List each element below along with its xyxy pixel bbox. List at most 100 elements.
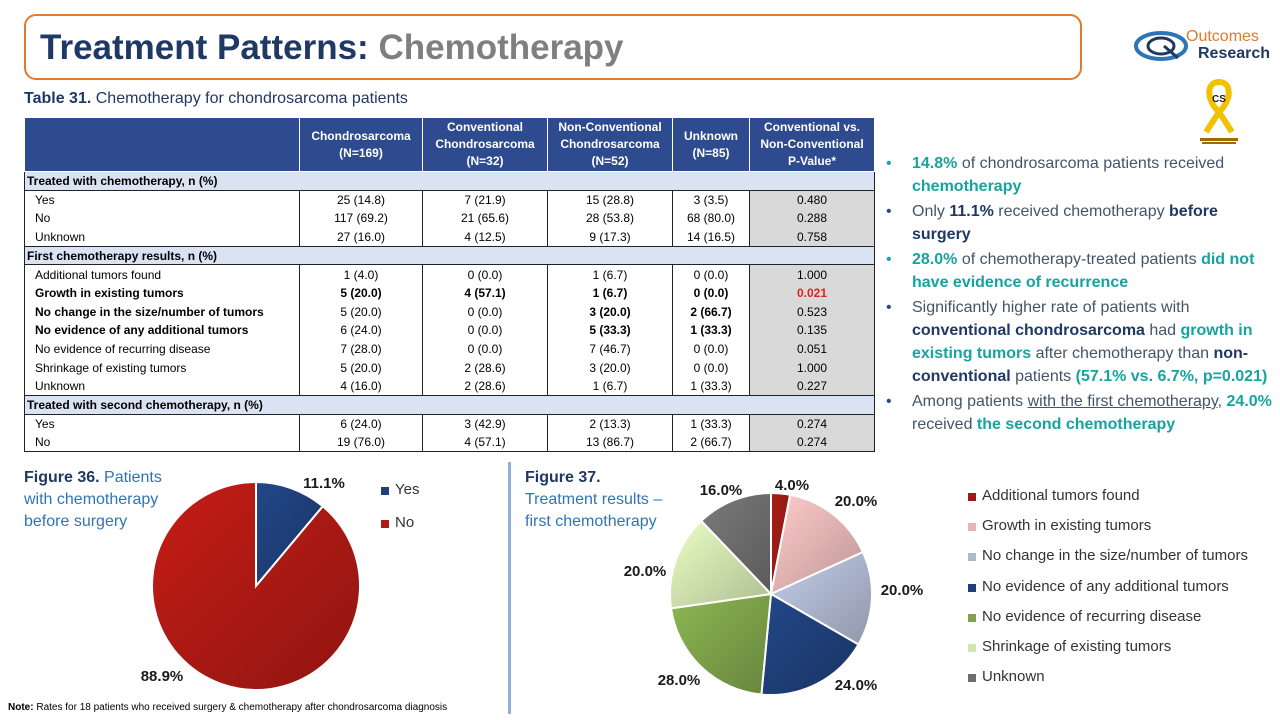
table-row: Growth in existing tumors 5 (20.0) 4 (57.1… bbox=[24, 283, 875, 303]
table-cell: 9 (17.3) bbox=[547, 227, 673, 247]
legend-label: No bbox=[395, 514, 415, 531]
row-label: No evidence of recurring disease bbox=[24, 339, 300, 359]
table-cell: 117 (69.2) bbox=[299, 208, 423, 228]
table-cell: 25 (14.8) bbox=[299, 190, 423, 209]
table-cell: 3 (3.5) bbox=[672, 190, 750, 209]
row-label: Additional tumors found bbox=[24, 264, 300, 284]
table-cell: 6 (24.0) bbox=[299, 321, 423, 340]
legend-label: No evidence of recurring disease bbox=[982, 607, 1202, 625]
table-cell: 0 (0.0) bbox=[672, 264, 750, 284]
page-title: Treatment Patterns: Chemotherapy bbox=[40, 28, 624, 68]
p-value-cell: 1.000 bbox=[749, 358, 875, 378]
table-cell: 7 (21.9) bbox=[422, 190, 548, 209]
table-cell: 68 (80.0) bbox=[672, 208, 750, 228]
table-section-row: Treated with second chemotherapy, n (%) bbox=[24, 395, 875, 415]
table-cell: 2 (13.3) bbox=[547, 414, 673, 434]
table-row: No change in the size/number of tumors 5 … bbox=[24, 302, 875, 321]
finding-bullet: 28.0% of chemotherapy-treated patients d… bbox=[880, 248, 1272, 294]
pie-data-label: 88.9% bbox=[141, 668, 184, 685]
legend-label: Growth in existing tumors bbox=[982, 517, 1152, 535]
pie-slice-shrinkage-of-existing-tumors bbox=[669, 519, 774, 610]
table-cell: 2 (28.6) bbox=[422, 358, 548, 378]
figure36-legend: Yes No bbox=[381, 481, 419, 547]
pie-slice-no-evidence-of-recurring-disease bbox=[669, 592, 773, 696]
table-row: Yes 25 (14.8) 7 (21.9) 15 (28.8) 3 (3.5) 0.48… bbox=[24, 190, 875, 209]
legend-swatch bbox=[381, 520, 389, 528]
legend-swatch bbox=[968, 493, 976, 501]
section-label: Treated with second chemotherapy, n (%) bbox=[24, 395, 875, 415]
table-cell: 3 (42.9) bbox=[422, 414, 548, 434]
table-cell: 2 (66.7) bbox=[672, 433, 750, 453]
logo-text-outcomes: Outcomes bbox=[1186, 28, 1259, 45]
table-section-row: Treated with chemotherapy, n (%) bbox=[24, 171, 875, 191]
row-label: Yes bbox=[24, 414, 300, 434]
table-cell: 5 (20.0) bbox=[299, 358, 423, 378]
legend-swatch bbox=[968, 553, 976, 562]
table-row: Yes 6 (24.0) 3 (42.9) 2 (13.3) 1 (33.3) 0.274 bbox=[24, 414, 875, 434]
footnote-label: Note: bbox=[8, 702, 34, 713]
p-value-cell: 0.021 bbox=[749, 283, 875, 303]
legend-item: No evidence of recurring disease bbox=[968, 608, 1248, 638]
table-cell: 7 (46.7) bbox=[547, 339, 673, 359]
table-cell: 1 (6.7) bbox=[547, 264, 673, 284]
table-header-row: Chondrosarcoma (N=169) Conventional Chondr… bbox=[24, 117, 875, 172]
p-value-cell: 0.288 bbox=[749, 208, 875, 228]
pie-data-label: 20.0% bbox=[624, 563, 667, 580]
table-cell: 1 (4.0) bbox=[299, 264, 423, 284]
p-value-cell: 0.758 bbox=[749, 227, 875, 247]
table-row: Additional tumors found 1 (4.0) 0 (0.0) 1 (… bbox=[24, 264, 875, 284]
figure37-text: Treatment results – first chemotherapy bbox=[525, 491, 663, 530]
title-banner: Treatment Patterns: Chemotherapy bbox=[24, 14, 1082, 80]
pie-data-label: 28.0% bbox=[658, 672, 701, 689]
table-cell: 28 (53.8) bbox=[547, 208, 673, 228]
legend-swatch bbox=[968, 613, 976, 622]
table-row: No 117 (69.2) 21 (65.6) 28 (53.8) 68 (80.0) 0… bbox=[24, 208, 875, 228]
legend-item: Growth in existing tumors bbox=[968, 517, 1248, 547]
table-cell: 15 (28.8) bbox=[547, 190, 673, 209]
pie-data-label: 20.0% bbox=[835, 493, 878, 510]
table-cell: 1 (6.7) bbox=[547, 283, 673, 303]
p-value-cell: 0.135 bbox=[749, 321, 875, 340]
row-label: Shrinkage of existing tumors bbox=[24, 358, 300, 378]
finding-bullet: Significantly higher rate of patients wi… bbox=[880, 296, 1272, 388]
pie-slice-unknown bbox=[699, 491, 772, 597]
section-label: First chemotherapy results, n (%) bbox=[24, 245, 875, 266]
pie-data-label: 11.1% bbox=[303, 475, 345, 492]
table-cell: 2 (28.6) bbox=[422, 377, 548, 396]
p-value-cell: 0.480 bbox=[749, 190, 875, 209]
table-cell: 21 (65.6) bbox=[422, 208, 548, 228]
table-cell: 3 (20.0) bbox=[547, 302, 673, 321]
header-p-value: Conventional vs. Non-Conventional P-Value* bbox=[749, 117, 875, 172]
table-cell: 19 (76.0) bbox=[299, 433, 423, 453]
header-unknown: Unknown (N=85) bbox=[672, 117, 750, 172]
legend-item: No evidence of any additional tumors bbox=[968, 578, 1248, 608]
table-row: No evidence of any additional tumors 6 (2… bbox=[24, 321, 875, 340]
table-cell: 0 (0.0) bbox=[422, 264, 548, 284]
legend-item: No bbox=[381, 514, 419, 547]
p-value-cell: 0.051 bbox=[749, 339, 875, 359]
legend-item: Yes bbox=[381, 481, 419, 514]
footnote: Note: Rates for 18 patients who received… bbox=[8, 702, 447, 713]
pie-data-label: 24.0% bbox=[835, 677, 878, 694]
legend-item: Shrinkage of existing tumors bbox=[968, 638, 1248, 668]
legend-label: Unknown bbox=[982, 668, 1045, 686]
table-cell: 1 (33.3) bbox=[672, 414, 750, 434]
row-label: Yes bbox=[24, 190, 300, 209]
pie-slice-yes bbox=[255, 480, 325, 589]
header-conventional: Conventional Chondrosarcoma (N=32) bbox=[422, 117, 548, 172]
table-cell: 0 (0.0) bbox=[422, 321, 548, 340]
header-blank bbox=[24, 117, 300, 172]
title-sub: Chemotherapy bbox=[378, 28, 624, 67]
legend-label: Yes bbox=[395, 481, 420, 498]
table-cell: 4 (16.0) bbox=[299, 377, 423, 396]
table-row: Shrinkage of existing tumors 5 (20.0) 2 (2… bbox=[24, 358, 875, 378]
pie-data-label: 20.0% bbox=[881, 582, 924, 599]
figure36-caption: Figure 36. Patients with chemotherapy be… bbox=[24, 467, 184, 533]
figure37-number: Figure 37. bbox=[525, 469, 601, 486]
table-caption-text: Chemotherapy for chondrosarcoma patients bbox=[91, 90, 408, 107]
table-row: No 19 (76.0) 4 (57.1) 13 (86.7) 2 (66.7) 0.27… bbox=[24, 433, 875, 453]
table-cell: 4 (12.5) bbox=[422, 227, 548, 247]
header-chondrosarcoma: Chondrosarcoma (N=169) bbox=[299, 117, 423, 172]
figure-divider bbox=[508, 462, 511, 714]
